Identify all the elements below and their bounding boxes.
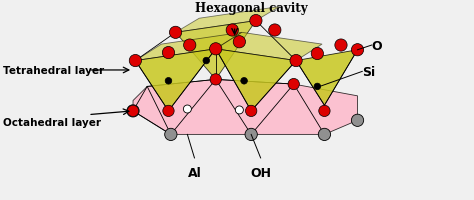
Circle shape (162, 47, 174, 59)
Circle shape (183, 105, 191, 113)
Text: Si: Si (362, 66, 375, 78)
Circle shape (250, 15, 262, 28)
Circle shape (233, 36, 246, 49)
Circle shape (183, 40, 196, 52)
Circle shape (128, 106, 139, 117)
Circle shape (241, 78, 247, 85)
Circle shape (319, 106, 330, 117)
Polygon shape (136, 50, 216, 111)
Circle shape (164, 129, 177, 141)
Polygon shape (216, 50, 296, 111)
Circle shape (127, 105, 139, 117)
Polygon shape (296, 50, 357, 106)
Circle shape (236, 106, 243, 114)
Polygon shape (136, 33, 242, 61)
Circle shape (290, 55, 302, 67)
Text: Al: Al (188, 167, 201, 179)
Circle shape (246, 106, 257, 117)
Polygon shape (175, 7, 280, 33)
Polygon shape (216, 33, 322, 61)
Circle shape (318, 129, 330, 141)
Circle shape (129, 55, 142, 67)
Circle shape (335, 40, 347, 52)
Polygon shape (175, 21, 256, 80)
Circle shape (311, 48, 323, 60)
Circle shape (245, 129, 257, 141)
Circle shape (351, 115, 364, 127)
Polygon shape (133, 80, 357, 135)
Circle shape (269, 25, 281, 37)
Text: Octahedral layer: Octahedral layer (3, 117, 101, 127)
Circle shape (314, 84, 320, 90)
Text: O: O (372, 39, 383, 52)
Circle shape (288, 79, 300, 90)
Circle shape (210, 43, 222, 56)
Circle shape (210, 74, 221, 86)
Circle shape (226, 25, 238, 37)
Text: Hexagonal cavity: Hexagonal cavity (195, 2, 308, 15)
Circle shape (351, 44, 364, 57)
Circle shape (163, 106, 174, 117)
Circle shape (169, 27, 182, 39)
Circle shape (203, 58, 210, 65)
Text: Tetrahedral layer: Tetrahedral layer (3, 66, 104, 76)
Text: OH: OH (250, 167, 271, 179)
Circle shape (165, 78, 172, 85)
